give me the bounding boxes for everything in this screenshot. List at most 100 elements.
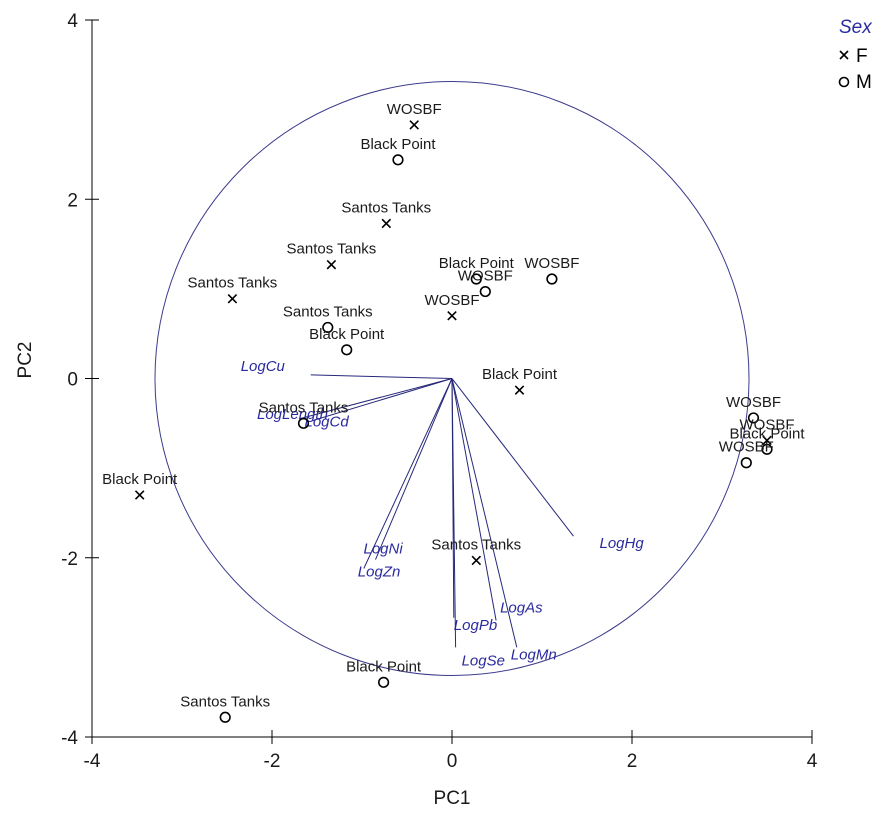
cross-marker [381, 218, 392, 229]
data-point: Santos Tanks [259, 399, 349, 429]
vector-label-logpb: LogPb [454, 617, 497, 634]
data-point: WOSBF [726, 394, 781, 424]
vector-line-logse [451, 378, 457, 648]
vector-line-logcd [312, 378, 453, 422]
x-tick-label: 4 [807, 751, 818, 772]
point-label: WOSBF [524, 255, 579, 272]
point-label: Santos Tanks [180, 693, 270, 710]
vector-line-logni [375, 378, 453, 560]
x-tick-label: -2 [264, 751, 281, 772]
point-label: Santos Tanks [283, 303, 373, 320]
x-axis-title: PC1 [434, 788, 471, 809]
point-label: Santos Tanks [259, 399, 349, 416]
cross-marker [409, 120, 419, 130]
y-axis-title: PC2 [15, 342, 36, 379]
point-label: Black Point [482, 366, 558, 383]
legend-title: Sex [839, 17, 873, 38]
data-point: WOSBF [524, 255, 579, 285]
circle-marker [378, 676, 390, 688]
vector-line-loglength [298, 378, 453, 420]
point-label: WOSBF [726, 394, 781, 411]
point-label: Santos Tanks [341, 199, 431, 216]
vector-label-logzn: LogZn [358, 564, 401, 581]
point-label: WOSBF [425, 292, 480, 309]
data-point: WOSBF [387, 101, 442, 130]
point-label: Santos Tanks [188, 275, 278, 292]
data-point: Santos Tanks [180, 693, 270, 723]
vector-label-loghg: LogHg [600, 535, 645, 552]
circle-marker [219, 711, 231, 723]
vector-label-logcd: LogCd [305, 414, 350, 431]
data-point: Santos Tanks [287, 241, 377, 270]
cross-marker [471, 555, 482, 566]
x-tick-label: -4 [84, 751, 101, 772]
data-point: Black Point [102, 471, 178, 500]
circle-marker [341, 344, 353, 356]
data-point: Black Point [360, 136, 436, 166]
legend-cross-marker [839, 50, 849, 60]
data-point: Santos Tanks [341, 199, 431, 229]
data-point: Black Point [346, 658, 422, 688]
point-label: WOSBF [740, 416, 795, 433]
vector-line-logzn [363, 378, 453, 569]
y-tick-label: -4 [61, 728, 78, 749]
point-label: Black Point [309, 326, 385, 343]
circle-marker [297, 417, 310, 429]
cross-marker [326, 259, 337, 270]
vector-line-logcu [310, 374, 453, 379]
point-label: WOSBF [458, 268, 513, 285]
legend-label-f: F [856, 46, 868, 67]
legend-circle-marker [838, 76, 850, 88]
point-label: Santos Tanks [287, 241, 377, 258]
vector-label-loglength: LogLength [257, 406, 328, 423]
circle-marker [479, 285, 491, 298]
point-label: WOSBF [387, 101, 442, 118]
x-tick-label: 0 [447, 751, 458, 772]
vector-label-logmn: LogMn [511, 646, 557, 663]
vector-line-loghg [451, 378, 574, 537]
vector-line-logas [451, 378, 497, 621]
point-label: WOSBF [719, 439, 774, 456]
data-point: WOSBF [458, 268, 513, 298]
vector-line-logmn [451, 378, 518, 648]
point-label: Black Point [439, 255, 515, 272]
point-label: Black Point [102, 471, 178, 488]
vector-label-logas: LogAs [500, 599, 543, 616]
tick-group: -4 -2 0 2 4 -4 -2 0 2 4 [61, 11, 818, 772]
point-label: Black Point [729, 425, 805, 442]
circle-marker [740, 457, 752, 469]
circle-marker [322, 321, 334, 334]
vector-label-logse: LogSe [462, 652, 505, 669]
cross-marker [227, 293, 238, 304]
x-tick-label: 2 [627, 751, 638, 772]
data-point: Santos Tanks [431, 536, 521, 566]
data-point: Black Point [482, 366, 558, 395]
data-point: Black Point [729, 425, 805, 455]
circle-marker [470, 273, 482, 285]
y-tick-label: 2 [67, 190, 78, 211]
cross-marker [134, 490, 145, 500]
point-label: Santos Tanks [431, 536, 521, 553]
data-point: WOSBF [740, 416, 795, 446]
data-point: WOSBF [719, 439, 774, 469]
y-tick-label: 0 [67, 370, 78, 391]
point-label: Black Point [346, 658, 422, 675]
y-tick-label: -2 [61, 549, 78, 570]
data-point: Santos Tanks [283, 303, 373, 334]
correlation-circle [154, 81, 750, 676]
circle-marker [761, 443, 773, 455]
cross-marker [514, 385, 525, 395]
circle-marker [392, 154, 404, 166]
circle-marker [546, 273, 558, 285]
data-point: Black Point [439, 255, 515, 285]
legend-label-m: M [856, 72, 872, 93]
data-point: WOSBF [425, 292, 480, 321]
vector-label-logni: LogNi [364, 541, 404, 558]
cross-marker [762, 435, 772, 446]
data-point: Black Point [309, 326, 385, 356]
y-tick-label: 4 [67, 11, 78, 32]
legend: Sex F M [838, 17, 873, 93]
